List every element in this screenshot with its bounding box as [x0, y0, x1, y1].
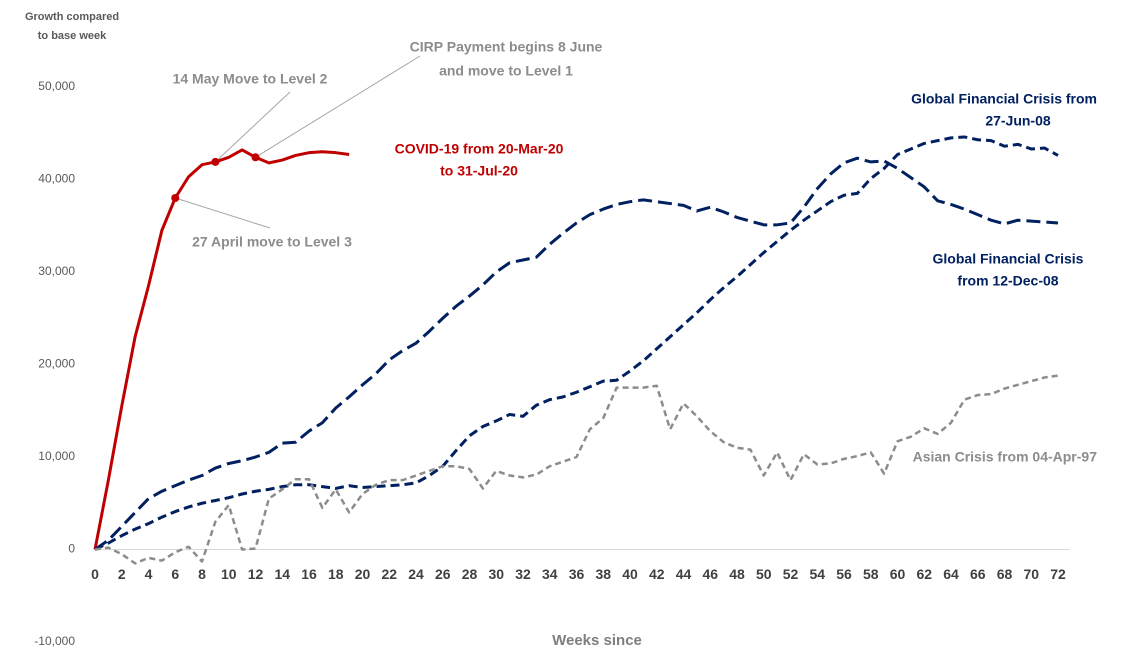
series-label: Asian Crisis from 04-Apr-97: [913, 449, 1098, 465]
series-label: Global Financial Crisis: [933, 251, 1084, 267]
x-tick-label: 10: [221, 566, 237, 582]
series-label: from 12-Dec-08: [957, 273, 1058, 289]
x-tick-label: 12: [248, 566, 264, 582]
x-tick-label: 32: [515, 566, 531, 582]
annotation-leader: [255, 55, 421, 158]
x-tick-label: 24: [408, 566, 424, 582]
annotation-text: and move to Level 1: [439, 63, 573, 79]
x-tick-label: 54: [809, 566, 825, 582]
x-tick-label: 62: [916, 566, 932, 582]
annotation-text: CIRP Payment begins 8 June: [410, 39, 603, 55]
x-tick-label: 66: [970, 566, 986, 582]
x-tick-label: 46: [702, 566, 718, 582]
x-tick-label: 30: [488, 566, 504, 582]
x-tick-label: 8: [198, 566, 206, 582]
x-tick-label: 70: [1023, 566, 1039, 582]
y-tick-label: 20,000: [38, 357, 75, 371]
x-tick-label: 22: [381, 566, 397, 582]
series-line: [93, 148, 350, 550]
annotation-point: [251, 153, 260, 162]
annotation-leader: [215, 91, 291, 163]
y-axis-title: Growth compared: [25, 11, 119, 23]
x-tick-label: 18: [328, 566, 344, 582]
x-tick-label: 60: [890, 566, 906, 582]
x-tick-label: 2: [118, 566, 126, 582]
annotation-text: 14 May Move to Level 2: [173, 71, 328, 87]
x-tick-label: 56: [836, 566, 852, 582]
y-tick-label: 10,000: [38, 449, 75, 463]
x-tick-label: 6: [171, 566, 179, 582]
x-tick-label: 0: [91, 566, 99, 582]
x-tick-label: 20: [355, 566, 371, 582]
y-tick-label: 50,000: [38, 79, 75, 93]
x-tick-label: 26: [435, 566, 451, 582]
y-tick-label: 40,000: [38, 172, 75, 186]
x-tick-label: 42: [649, 566, 665, 582]
x-tick-label: 38: [595, 566, 611, 582]
x-tick-label: 72: [1050, 566, 1066, 582]
series-label: 27-Jun-08: [985, 113, 1051, 129]
x-tick-label: 28: [462, 566, 478, 582]
x-tick-label: 34: [542, 566, 558, 582]
x-tick-label: 48: [729, 566, 745, 582]
annotation-point: [171, 194, 180, 202]
x-tick-label: 68: [997, 566, 1013, 582]
series-line: [94, 135, 1059, 551]
x-tick-label: 40: [622, 566, 638, 582]
x-tick-label: 16: [301, 566, 317, 582]
series-line: [94, 374, 1059, 565]
annotation-text: 27 April move to Level 3: [192, 234, 352, 250]
x-axis-title: Weeks since: [552, 632, 642, 649]
x-tick-label: 36: [569, 566, 585, 582]
annotation-point: [211, 157, 220, 166]
x-tick-label: 58: [863, 566, 879, 582]
y-tick-label: -10,000: [34, 634, 75, 648]
x-tick-label: 50: [756, 566, 772, 582]
x-tick-label: 4: [145, 566, 153, 582]
x-tick-label: 52: [783, 566, 799, 582]
y-tick-label: 30,000: [38, 264, 75, 278]
series-line: [94, 156, 1059, 551]
annotation-leader: [175, 197, 271, 229]
series-label: to 31-Jul-20: [440, 163, 518, 179]
x-tick-label: 14: [274, 566, 290, 582]
x-tick-label: 44: [676, 566, 692, 582]
series-label: COVID-19 from 20-Mar-20: [395, 141, 564, 157]
series-label: Global Financial Crisis from: [911, 91, 1097, 107]
x-tick-label: 64: [943, 566, 959, 582]
y-tick-label: 0: [68, 542, 75, 556]
y-axis-title: to base week: [38, 30, 107, 42]
